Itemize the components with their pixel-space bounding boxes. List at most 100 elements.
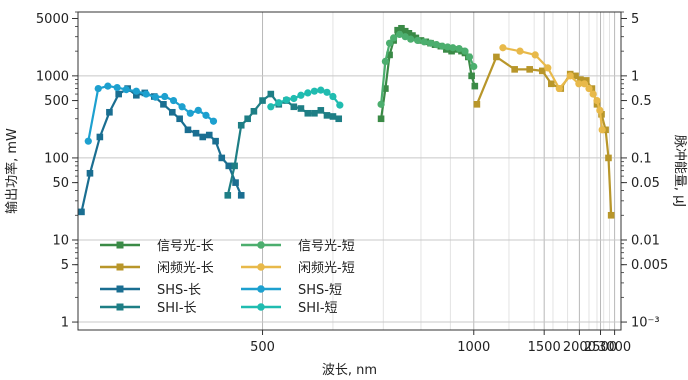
legend-label: 信号光-长 [157,239,214,254]
y-tick-label-left: 1 [61,316,69,331]
series-SHS-长 [78,85,245,216]
data-point [580,80,589,88]
y-tick-label-right: 0.1 [631,151,652,166]
data-point [176,115,183,123]
data-point [237,121,245,129]
data-point [106,108,113,116]
data-point [237,192,245,199]
x-tick-label: 2000 [563,340,596,355]
legend-marker [257,263,265,271]
data-point [426,39,435,47]
data-point [598,126,606,134]
data-point [407,35,415,43]
data-point [275,99,283,107]
y-tick-label-left: 1000 [36,69,69,84]
data-point [432,41,441,49]
data-point [607,211,615,219]
data-point [386,51,393,59]
data-point [194,106,202,114]
x-tick-label: 2500 [584,340,617,355]
data-point [142,90,150,98]
data-point [250,107,258,115]
data-point [311,109,318,117]
legend-item: 信号光-短 [241,239,355,254]
data-point [593,96,601,105]
data-point [555,84,563,93]
data-point [290,103,298,111]
data-point [192,129,200,137]
series-SHI-短 [267,86,344,111]
data-point [225,162,233,170]
data-point [224,192,232,199]
x-tick-label: 500 [250,340,275,355]
data-point [151,93,160,101]
series-信号光-短 [377,30,478,108]
legend-item: 闲频光-长 [100,261,214,276]
data-point [470,62,478,71]
data-point [169,96,178,105]
data-point [186,109,194,117]
data-point [304,89,312,97]
legend-label: 闲频光-长 [157,261,214,276]
data-point [297,105,305,112]
legend-label: SHI-长 [157,301,197,316]
data-point [168,108,176,116]
legend-marker [116,263,124,271]
data-point [104,82,112,90]
data-point [297,91,305,99]
legend-label: 闲频光-短 [298,261,355,276]
series-layer [78,24,615,219]
data-point [329,92,337,101]
y-tick-label-right: 0.05 [631,176,660,191]
data-point [290,94,298,103]
data-point [394,26,401,34]
data-point [310,87,319,95]
data-point [382,85,389,92]
data-point [282,96,291,104]
data-point [589,90,597,98]
data-point [184,126,192,134]
data-point [336,101,344,109]
y-tick-label-left: 5000 [36,12,69,27]
series-SHI-长 [224,90,343,199]
legend-item: 闲频光-短 [241,261,355,276]
data-point [461,47,469,55]
data-point [401,27,409,35]
y-tick-label-right: 10⁻³ [631,316,660,331]
legend-marker [257,285,265,293]
grid-lines [78,12,621,330]
data-point [395,30,404,39]
data-point [377,100,385,108]
data-point [438,42,446,50]
data-point [113,83,121,92]
data-point [86,169,94,177]
data-point [405,30,413,37]
data-point [526,66,533,73]
legend-marker [116,241,124,249]
data-point [377,115,385,123]
data-point [317,107,325,114]
legend-label: 信号光-短 [298,239,355,254]
y-tick-label-left: 100 [44,151,69,166]
data-point [585,84,593,93]
y-tick-label-right: 0.01 [631,233,660,248]
data-point [455,44,463,53]
data-point [231,162,238,170]
y-tick-label-left: 50 [52,176,69,191]
data-point [468,72,475,80]
legend-marker [116,303,124,311]
data-point [420,38,428,46]
x-axis-title: 波长, nm [322,363,377,378]
data-point [323,112,331,119]
data-point [566,72,574,80]
data-point [329,113,337,120]
data-point [160,101,167,108]
y-tick-label-right: 5 [631,12,639,27]
legend-item: SHS-长 [100,283,201,298]
data-point [96,133,104,141]
legend-marker [257,303,265,311]
data-point [335,115,343,123]
